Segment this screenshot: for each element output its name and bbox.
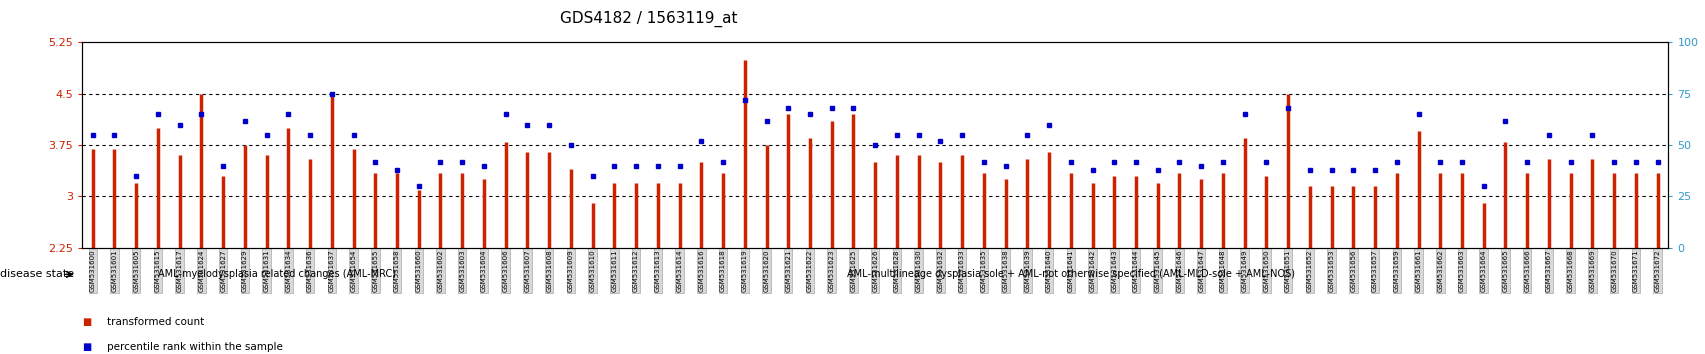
Text: AML-myelodysplasia related changes (AML-MRC): AML-myelodysplasia related changes (AML-… [159,269,396,279]
Text: transformed count: transformed count [107,317,205,327]
Text: GDS4182 / 1563119_at: GDS4182 / 1563119_at [559,11,737,27]
Text: ■: ■ [82,342,90,352]
Text: AML-multilineage dysplasia sole + AML-not otherwise specified (AML-MLD-sole + AM: AML-multilineage dysplasia sole + AML-no… [846,269,1294,279]
Text: ■: ■ [82,317,90,327]
Text: percentile rank within the sample: percentile rank within the sample [107,342,283,352]
Text: disease state: disease state [0,269,73,279]
